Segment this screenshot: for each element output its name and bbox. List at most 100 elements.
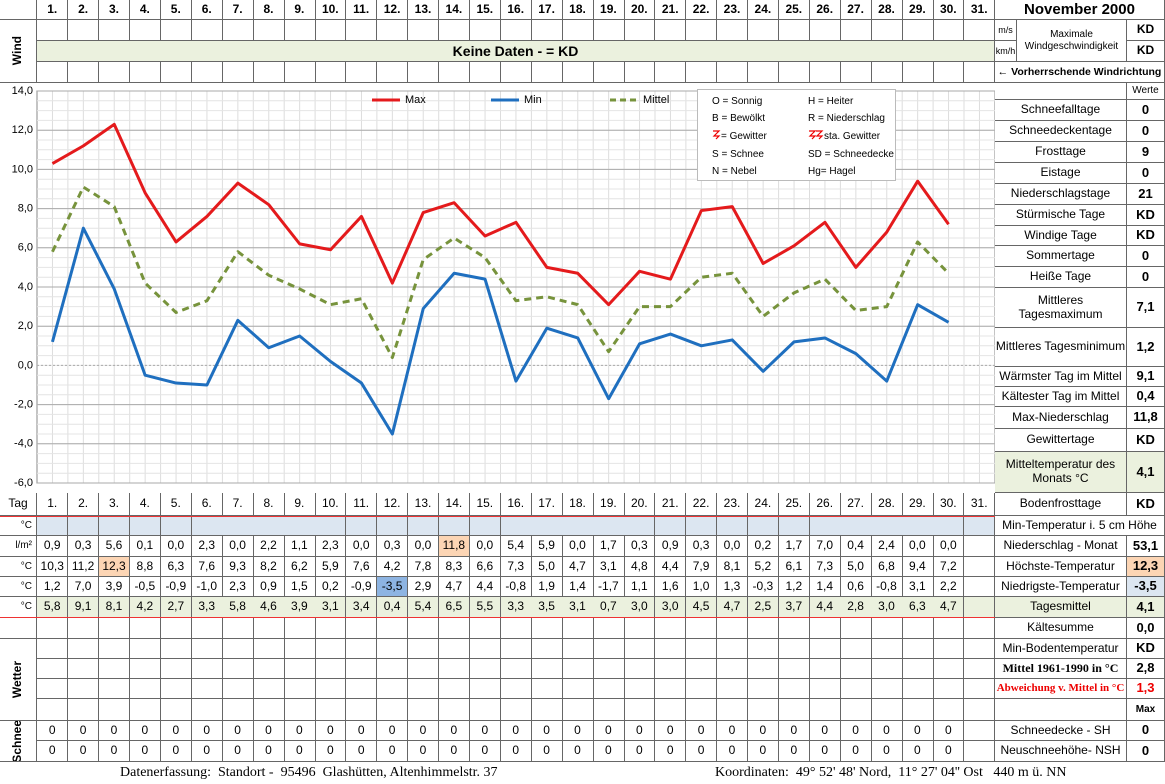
weather-cell bbox=[902, 679, 934, 699]
weather-cell bbox=[346, 679, 378, 699]
day-label: 10. bbox=[315, 493, 347, 516]
mean-cell: 3,0 bbox=[624, 597, 656, 618]
new-snow-cell: 0 bbox=[655, 741, 687, 762]
min-cell: 1,1 bbox=[624, 577, 656, 597]
summary-label: Abweichung v. Mittel in °C bbox=[995, 679, 1127, 699]
weather-legend-text: S = Schnee bbox=[712, 148, 764, 160]
new-snow-cell: 0 bbox=[562, 741, 594, 762]
y-tick-label: -6,0 bbox=[14, 477, 33, 489]
new-snow-cell: 0 bbox=[809, 741, 841, 762]
min-cell: 1,4 bbox=[809, 577, 841, 597]
legend-label: Min bbox=[524, 94, 542, 106]
weather-cell bbox=[376, 679, 409, 699]
summary-label: Min-Temperatur i. 5 cm Höhe bbox=[995, 516, 1165, 536]
max-cell: 6,3 bbox=[160, 557, 192, 577]
max-cell: 5,2 bbox=[747, 557, 780, 577]
weather-cell bbox=[346, 659, 378, 679]
day-label: 17. bbox=[531, 493, 563, 516]
stat-label: Windige Tage bbox=[995, 226, 1127, 246]
weather-cell bbox=[685, 699, 718, 721]
stat-label: Schneedeckentage bbox=[995, 121, 1127, 142]
weather-cell bbox=[253, 699, 285, 721]
mean-cell: 6,3 bbox=[902, 597, 934, 618]
day-label: 6. bbox=[191, 493, 223, 516]
wind-title: Maximale Windgeschwindigkeit bbox=[1017, 20, 1127, 62]
stat-value: KD bbox=[1127, 429, 1165, 452]
weather-cell bbox=[593, 659, 625, 679]
stat-value: 0 bbox=[1127, 246, 1165, 267]
y-tick-label: 2,0 bbox=[18, 320, 33, 332]
min-cell: 0,6 bbox=[840, 577, 872, 597]
wind-cell bbox=[129, 62, 162, 83]
precip-cell: 0,1 bbox=[129, 536, 162, 557]
soil-min-cell bbox=[593, 516, 625, 536]
mean-cell: 4,7 bbox=[716, 597, 749, 618]
max-cell: 5,0 bbox=[531, 557, 563, 577]
day-label: 14. bbox=[438, 0, 471, 20]
weather-legend-text: R = Niederschlag bbox=[808, 113, 885, 125]
blank-cell bbox=[346, 618, 378, 639]
min-cell bbox=[964, 577, 996, 597]
wind-cell bbox=[438, 62, 471, 83]
mean-cell: 2,7 bbox=[160, 597, 192, 618]
day-label: 4. bbox=[129, 0, 162, 20]
weather-cell bbox=[160, 679, 192, 699]
day-label: 1. bbox=[37, 0, 69, 20]
mean-cell: 4,2 bbox=[129, 597, 162, 618]
new-snow-cell: 0 bbox=[376, 741, 409, 762]
precip-cell: 2,3 bbox=[315, 536, 347, 557]
wind-cell bbox=[222, 20, 254, 41]
weather-cell bbox=[191, 659, 223, 679]
min-cell: 1,3 bbox=[716, 577, 749, 597]
soil-min-cell bbox=[964, 516, 996, 536]
mean-cell: 5,5 bbox=[469, 597, 501, 618]
precip-cell: 2,2 bbox=[253, 536, 285, 557]
weather-cell bbox=[778, 679, 810, 699]
wind-cell bbox=[531, 20, 563, 41]
blank-cell bbox=[376, 618, 409, 639]
new-snow-cell: 0 bbox=[253, 741, 285, 762]
wind-cell bbox=[933, 20, 965, 41]
soil-min-cell bbox=[67, 516, 100, 536]
wind-cell bbox=[624, 62, 656, 83]
day-label: 11. bbox=[346, 493, 378, 516]
summary-value: 1,3 bbox=[1127, 679, 1165, 699]
blank-cell bbox=[716, 618, 749, 639]
weather-cell bbox=[315, 699, 347, 721]
footer-text: Datenerfassung: Standort - 95496 Glashüt… bbox=[120, 765, 498, 780]
soil-min-cell bbox=[98, 516, 131, 536]
footer-text: Koordinaten: 49° 52' 48' Nord, 11° 27' 0… bbox=[715, 765, 1067, 780]
weather-cell bbox=[685, 659, 718, 679]
weather-cell bbox=[809, 659, 841, 679]
wind-cell bbox=[469, 20, 501, 41]
weather-cell bbox=[67, 699, 100, 721]
snow-depth-cell: 0 bbox=[160, 721, 192, 741]
weather-cell bbox=[129, 659, 162, 679]
day-label: 28. bbox=[871, 0, 903, 20]
weather-cell bbox=[469, 659, 501, 679]
mean-cell: 3,0 bbox=[655, 597, 687, 618]
day-label: 26. bbox=[809, 493, 841, 516]
min-cell: 4,7 bbox=[438, 577, 471, 597]
weather-cell bbox=[284, 639, 316, 659]
soil-min-cell bbox=[716, 516, 749, 536]
stat-value: 0,4 bbox=[1127, 387, 1165, 407]
weather-legend-item: S = Schnee bbox=[712, 149, 808, 163]
wind-cell bbox=[747, 20, 780, 41]
day-label: 10. bbox=[315, 0, 347, 20]
weather-cell bbox=[253, 659, 285, 679]
min-cell: 1,9 bbox=[531, 577, 563, 597]
blank-cell bbox=[655, 618, 687, 639]
stat-label: Mitteltemperatur des Monats °C bbox=[995, 452, 1127, 493]
weather-cell bbox=[346, 699, 378, 721]
wind-cell bbox=[933, 62, 965, 83]
weather-cell bbox=[98, 699, 131, 721]
snow-depth-cell: 0 bbox=[562, 721, 594, 741]
new-snow-cell: 0 bbox=[98, 741, 131, 762]
soil-min-cell bbox=[500, 516, 532, 536]
blank-cell bbox=[222, 618, 254, 639]
wind-cell bbox=[346, 20, 378, 41]
stat-label: Kältester Tag im Mittel bbox=[995, 387, 1127, 407]
min-cell: 0,9 bbox=[253, 577, 285, 597]
soil-min-cell bbox=[284, 516, 316, 536]
